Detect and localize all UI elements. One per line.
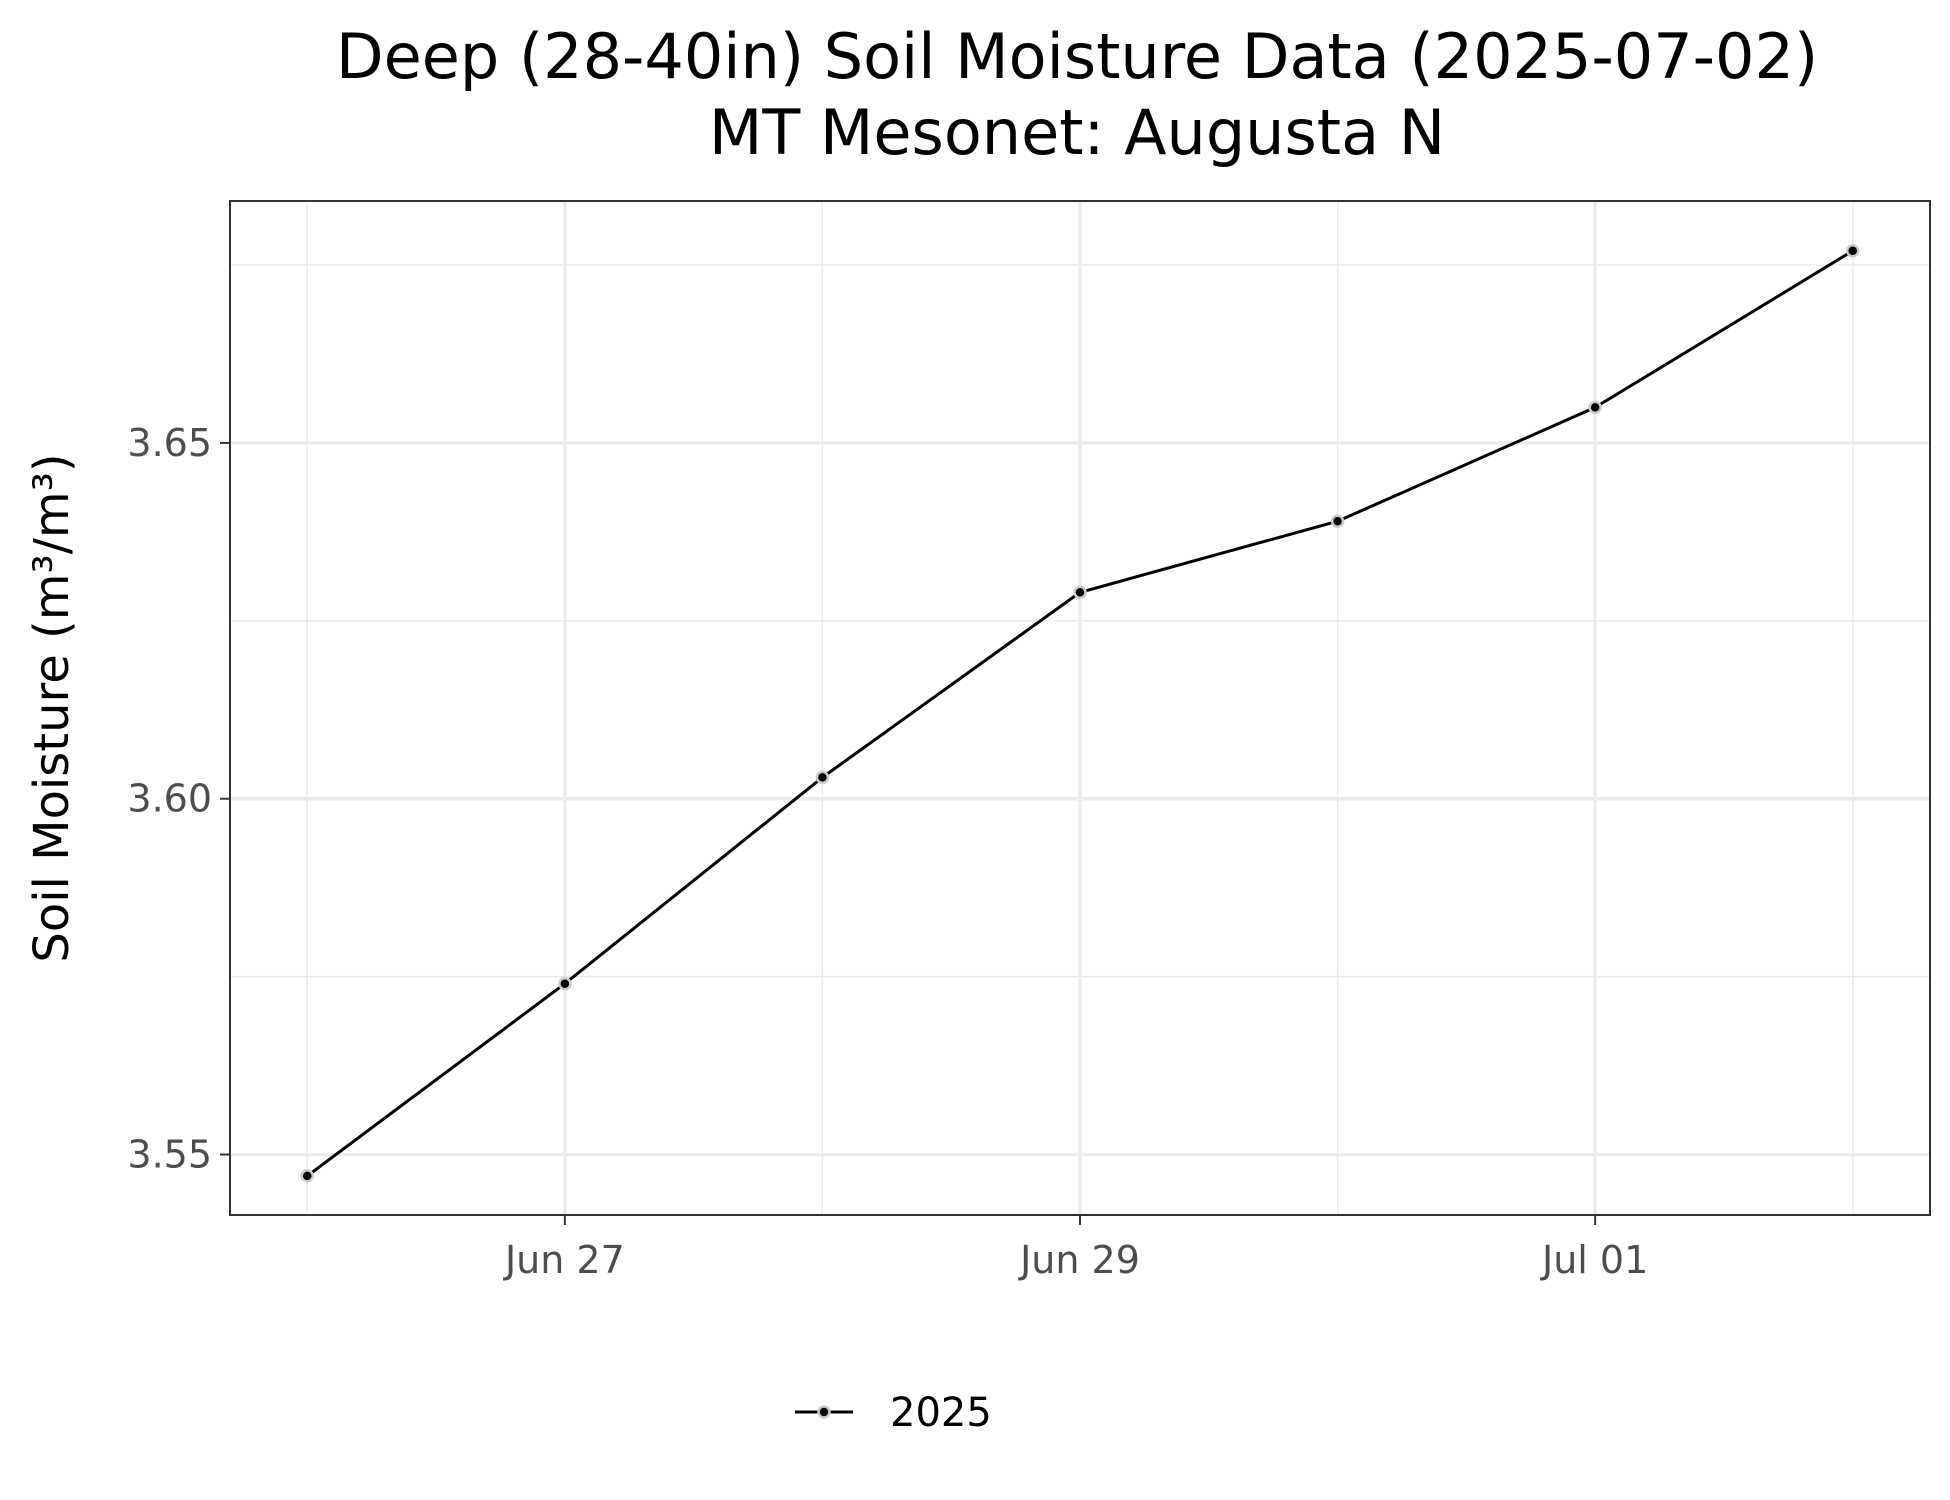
data-point-2025-07-02 [1845, 244, 1860, 258]
chart-title: Deep (28-40in) Soil Moisture Data (2025-… [336, 20, 1818, 93]
y-tick-label: 3.65 [127, 421, 212, 465]
data-point-2025-06-29 [1073, 585, 1087, 600]
chart-subtitle: MT Mesonet: Augusta N [709, 96, 1445, 169]
data-point-2025-06-26 [300, 1169, 315, 1183]
data-point-2025-07-01 [1588, 400, 1602, 415]
major-gridlines [230, 201, 1930, 1215]
legend: 2025 [795, 1390, 992, 1436]
legend-label-2025: 2025 [890, 1390, 992, 1436]
x-tick-label: Jun 29 [1018, 1238, 1140, 1282]
data-point-2025-06-30 [1330, 514, 1345, 528]
data-point-2025-06-28 [815, 770, 830, 785]
x-tick-label: Jul 01 [1540, 1238, 1648, 1282]
axes: Jun 27 Jun 29 Jul 01 3.55 3.60 3.65 [127, 421, 1648, 1282]
data-point-2025-06-27 [558, 976, 572, 991]
y-tick-label: 3.60 [127, 777, 212, 821]
legend-key-point [817, 1405, 831, 1419]
y-tick-label: 3.55 [127, 1133, 212, 1177]
series-layer [300, 244, 1860, 1183]
x-tick-label: Jun 27 [503, 1238, 625, 1282]
y-axis-label: Soil Moisture (m³/m³) [24, 453, 80, 962]
